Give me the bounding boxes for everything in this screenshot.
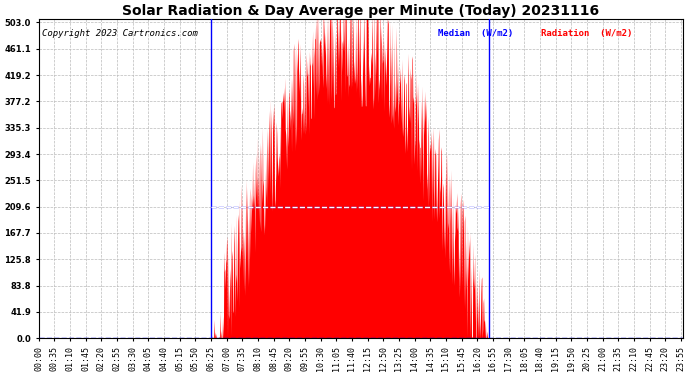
Text: Copyright 2023 Cartronics.com: Copyright 2023 Cartronics.com (42, 29, 197, 38)
Text: Median  (W/m2): Median (W/m2) (438, 29, 513, 38)
Text: Radiation  (W/m2): Radiation (W/m2) (541, 29, 633, 38)
Title: Solar Radiation & Day Average per Minute (Today) 20231116: Solar Radiation & Day Average per Minute… (122, 4, 599, 18)
